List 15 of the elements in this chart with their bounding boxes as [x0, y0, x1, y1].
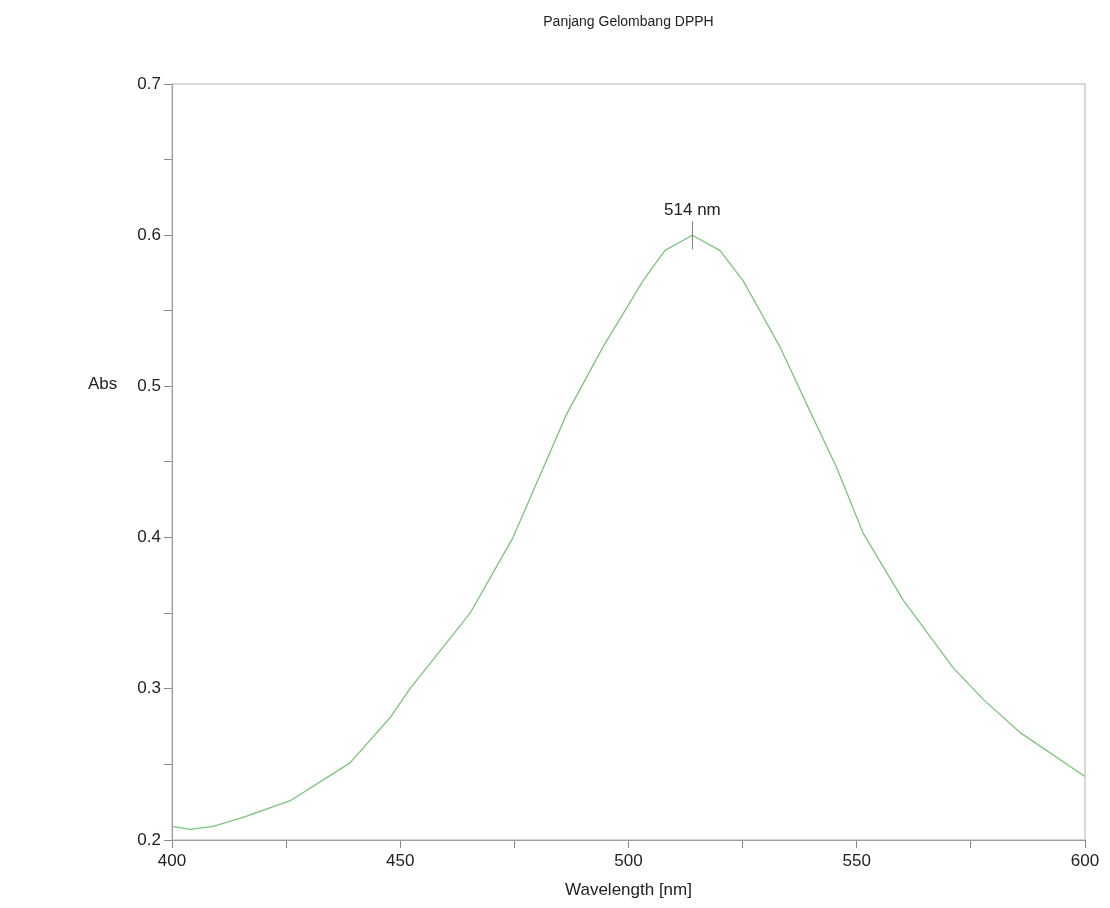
- x-tick-label: 600: [1070, 850, 1100, 870]
- y-tick-label: 0.4: [137, 527, 161, 547]
- x-tick-label: 500: [614, 850, 643, 870]
- y-tick-label: 0.3: [137, 678, 161, 698]
- chart-title: Panjang Gelombang DPPH: [543, 12, 714, 29]
- x-axis-title: Wavelength [nm]: [565, 879, 692, 899]
- x-tick-label: 550: [842, 850, 871, 870]
- y-tick-label: 0.7: [137, 73, 161, 93]
- y-tick-label: 0.2: [137, 829, 161, 849]
- x-tick-label: 450: [386, 850, 415, 870]
- y-axis-title: Abs: [88, 373, 118, 393]
- annotation: 514 nm: [664, 200, 721, 220]
- y-tick-label: 0.6: [137, 224, 161, 244]
- y-tick-label: 0.5: [137, 376, 161, 396]
- x-tick-label: 400: [157, 850, 187, 870]
